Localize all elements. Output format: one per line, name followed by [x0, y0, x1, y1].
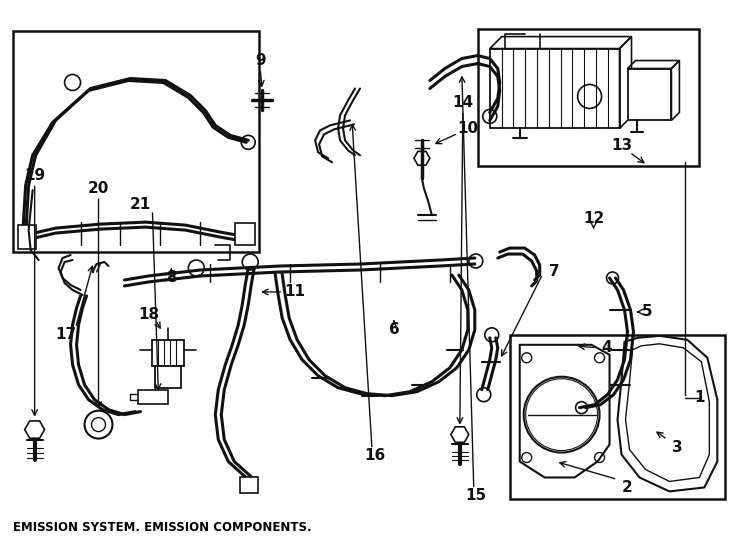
Text: 18: 18 — [138, 307, 159, 322]
Text: 13: 13 — [611, 138, 632, 153]
Text: 16: 16 — [364, 448, 385, 463]
Bar — [236, 223, 255, 245]
Bar — [240, 477, 258, 494]
Bar — [509, 335, 725, 500]
Text: 8: 8 — [166, 271, 177, 286]
Bar — [153, 340, 184, 366]
Bar — [628, 69, 672, 120]
Bar — [139, 390, 168, 404]
Text: 10: 10 — [457, 121, 479, 136]
Bar — [478, 29, 700, 166]
Text: 14: 14 — [452, 95, 473, 110]
Text: 11: 11 — [285, 285, 305, 300]
Text: 7: 7 — [549, 265, 560, 280]
Text: 1: 1 — [694, 390, 705, 405]
Bar — [12, 31, 259, 252]
Text: 9: 9 — [255, 53, 266, 68]
Text: 3: 3 — [672, 440, 683, 455]
Text: 17: 17 — [55, 327, 76, 342]
Text: 19: 19 — [24, 168, 46, 183]
Text: 21: 21 — [130, 197, 151, 212]
Text: 20: 20 — [88, 181, 109, 195]
Text: 5: 5 — [642, 305, 653, 319]
Text: 6: 6 — [388, 322, 399, 338]
Text: 12: 12 — [583, 211, 604, 226]
Bar — [490, 49, 619, 129]
Text: 2: 2 — [622, 480, 633, 495]
Text: EMISSION SYSTEM. EMISSION COMPONENTS.: EMISSION SYSTEM. EMISSION COMPONENTS. — [12, 521, 311, 534]
Bar — [156, 366, 181, 388]
Text: 4: 4 — [601, 340, 612, 355]
Text: 15: 15 — [465, 488, 487, 503]
Bar — [18, 225, 36, 249]
